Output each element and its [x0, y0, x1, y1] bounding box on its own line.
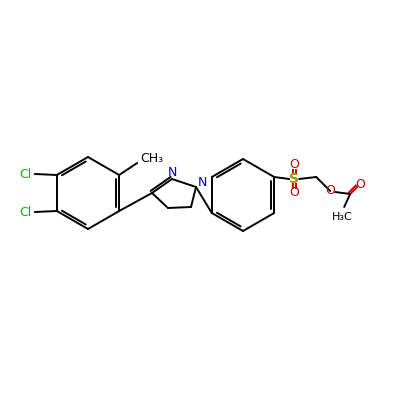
Text: Cl: Cl	[20, 206, 32, 218]
Text: O: O	[289, 186, 299, 200]
Text: CH₃: CH₃	[140, 152, 163, 166]
Text: O: O	[355, 178, 365, 190]
Text: O: O	[325, 184, 335, 198]
Text: S: S	[289, 172, 299, 186]
Text: H₃C: H₃C	[332, 212, 352, 222]
Text: N: N	[167, 166, 177, 178]
Text: O: O	[289, 158, 299, 172]
Text: Cl: Cl	[20, 168, 32, 180]
Text: N: N	[197, 176, 207, 188]
